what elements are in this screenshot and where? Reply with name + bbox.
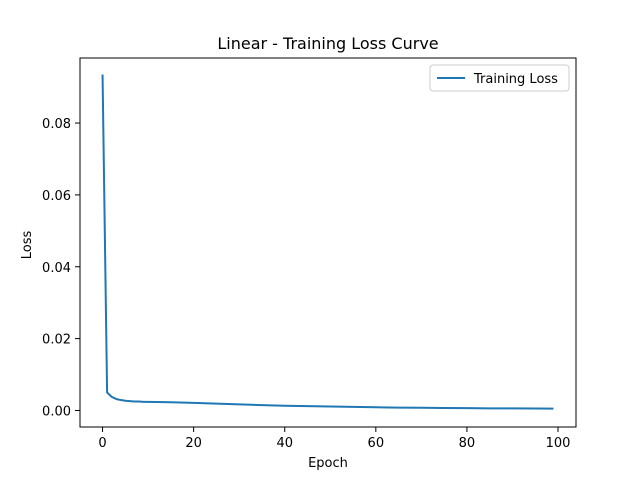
y-axis-label: Loss — [20, 231, 35, 260]
x-tick-label: 60 — [368, 436, 385, 451]
x-tick-label: 20 — [185, 436, 202, 451]
x-tick-label: 40 — [276, 436, 293, 451]
x-tick-label: 100 — [546, 436, 571, 451]
x-axis-label: Epoch — [308, 456, 348, 471]
legend-box — [429, 64, 570, 92]
chart-title: Linear - Training Loss Curve — [217, 34, 438, 53]
x-tick-label: 0 — [98, 436, 106, 451]
y-tick-label: 0.06 — [42, 189, 71, 204]
y-tick-label: 0.08 — [42, 117, 71, 132]
legend-label: Training Loss — [473, 72, 558, 87]
y-tick-label: 0.04 — [42, 261, 71, 276]
x-tick-label: 80 — [459, 436, 476, 451]
y-tick-label: 0.00 — [42, 404, 71, 419]
series-line-training-loss — [101, 74, 554, 410]
plot-frame — [79, 57, 577, 428]
y-tick-label: 0.02 — [42, 333, 71, 348]
